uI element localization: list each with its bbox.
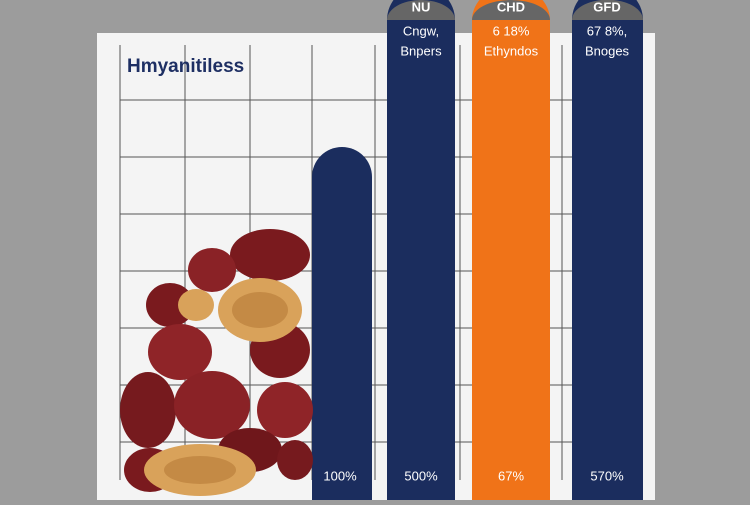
bar-caption: 67 8%, xyxy=(587,23,627,38)
bar-cap xyxy=(387,0,455,20)
bar-header: NU xyxy=(412,0,431,14)
bar-label: 570% xyxy=(590,468,624,483)
nuts-illustration xyxy=(120,229,313,496)
bar-header: GFD xyxy=(593,0,620,14)
title: Hmyanitiless xyxy=(127,56,244,77)
bar xyxy=(387,0,455,500)
bar-label: 100% xyxy=(323,468,357,483)
bar-caption: Ethyndos xyxy=(484,43,539,58)
bar-caption: Bnpers xyxy=(400,43,442,58)
bar-header: CHD xyxy=(497,0,525,14)
bar-caption: Bnoges xyxy=(585,43,630,58)
bar-cap xyxy=(472,0,550,20)
bar xyxy=(312,147,372,500)
bar xyxy=(472,0,550,500)
bar-caption: 6 18% xyxy=(493,23,530,38)
bar-label: 500% xyxy=(404,468,438,483)
bar-caption: Cngw, xyxy=(403,23,439,38)
chart-panel xyxy=(97,33,655,500)
bar-cap xyxy=(572,0,643,20)
bar xyxy=(572,0,643,500)
bar-label: 67% xyxy=(498,468,524,483)
